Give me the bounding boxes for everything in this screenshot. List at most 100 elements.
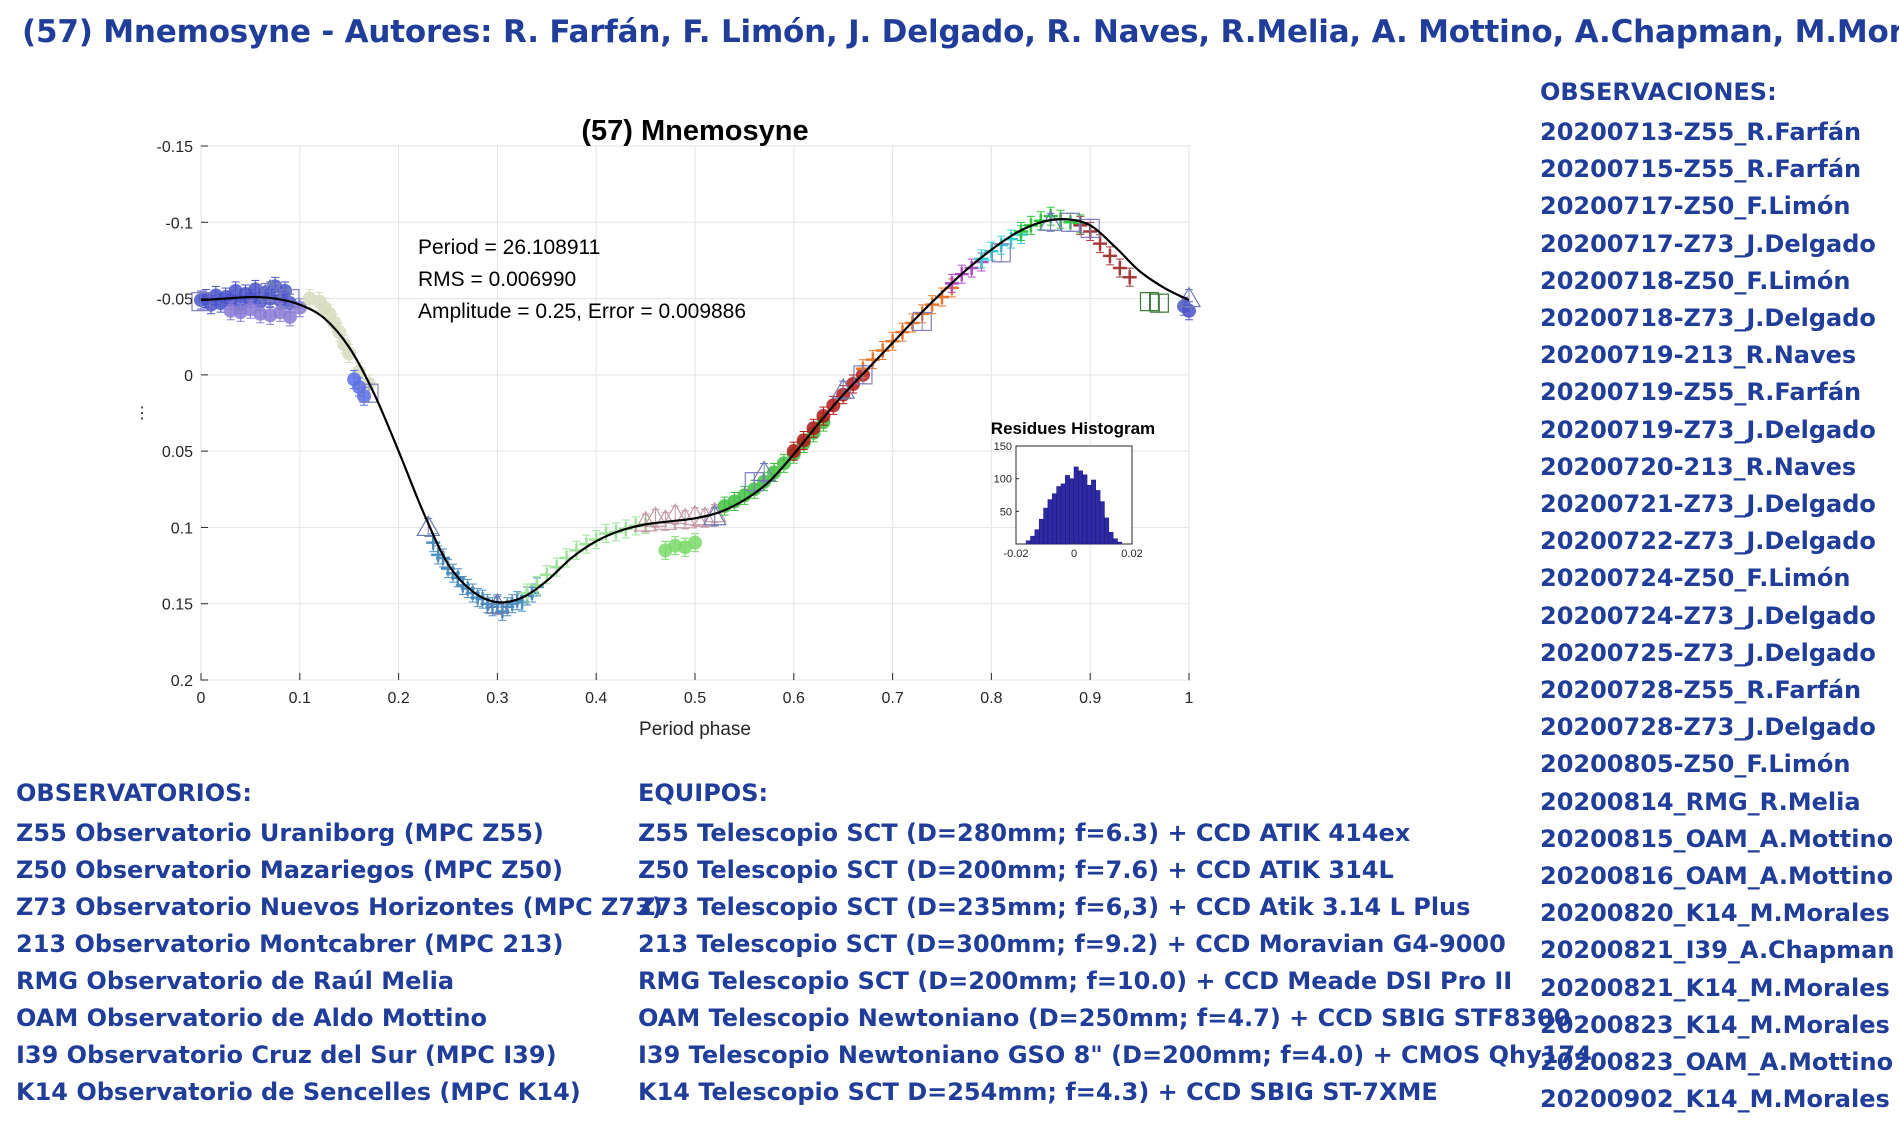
data-point bbox=[416, 515, 441, 537]
observacion-item: 20200814_RMG_R.Melia bbox=[1540, 787, 1861, 816]
histogram-bar bbox=[1025, 540, 1031, 545]
data-point bbox=[1093, 236, 1108, 251]
histogram-y-tick-label: 50 bbox=[1000, 506, 1012, 518]
histogram-bar bbox=[1030, 535, 1036, 545]
observacion-item: 20200713-Z55_R.Farfán bbox=[1540, 118, 1862, 146]
histogram-bar bbox=[1104, 517, 1110, 545]
histogram-bar bbox=[1091, 479, 1097, 545]
data-point bbox=[875, 343, 890, 358]
observatorio-item: K14 Observatorio de Sencelles (MPC K14) bbox=[16, 1078, 581, 1106]
page-title: (57) Mnemosyne - Autores: R. Farfán, F. … bbox=[22, 14, 1899, 50]
observacion-item: 20200717-Z73_J.Delgado bbox=[1540, 229, 1876, 258]
data-point bbox=[974, 251, 989, 266]
y-axis-label: ⋮ bbox=[134, 405, 150, 422]
data-point bbox=[752, 460, 777, 482]
observacion-item: 20200722-Z73_J.Delgado bbox=[1540, 527, 1876, 556]
histogram-y-tick-label: 100 bbox=[994, 474, 1012, 486]
grid-lines bbox=[200, 145, 1190, 681]
observacion-item: 20200821_I39_A.Chapman bbox=[1540, 936, 1895, 965]
fit-curve bbox=[200, 218, 1190, 604]
data-series bbox=[191, 206, 1202, 621]
histogram-bar bbox=[1108, 531, 1114, 545]
observacion-item: 20200717-Z50_F.Limón bbox=[1540, 192, 1851, 221]
histogram-bar bbox=[1095, 490, 1101, 545]
x-tick-label: 0 bbox=[197, 690, 206, 707]
equipo-item: RMG Telescopio SCT (D=200mm; f=10.0) + C… bbox=[638, 967, 1513, 995]
histogram-bar bbox=[1112, 538, 1118, 545]
histogram-bar bbox=[1047, 499, 1053, 545]
x-tick-label: 0.9 bbox=[1079, 690, 1101, 707]
equipo-item: Z50 Telescopio SCT (D=200mm; f=7.6) + CC… bbox=[638, 856, 1394, 884]
observacion-item: 20200805-Z50_F.Limón bbox=[1540, 750, 1851, 779]
y-tick-label: 0.1 bbox=[171, 520, 193, 537]
x-tick-label: 0.6 bbox=[783, 690, 805, 707]
x-tick-label: 0.2 bbox=[387, 690, 409, 707]
chart-title: (57) Mnemosyne bbox=[581, 115, 808, 147]
observacion-item: 20200902_K14_M.Morales bbox=[1540, 1085, 1890, 1114]
series-14 bbox=[1073, 215, 1137, 287]
data-point bbox=[776, 456, 791, 471]
y-tick-label: -0.1 bbox=[165, 215, 193, 232]
histogram-bars bbox=[1025, 466, 1123, 545]
data-point bbox=[925, 297, 940, 312]
observacion-item: 20200724-Z73_J.Delgado bbox=[1540, 601, 1876, 630]
observacion-item: 20200823_OAM_A.Mottino bbox=[1540, 1048, 1894, 1077]
data-point bbox=[688, 535, 702, 550]
equipo-item: Z73 Telescopio SCT (D=235mm; f=6,3) + CC… bbox=[638, 893, 1471, 921]
y-tick-label: 0.15 bbox=[162, 597, 193, 614]
histogram-bar bbox=[1056, 486, 1062, 545]
histogram-bar bbox=[1078, 470, 1083, 545]
observaciones-heading: OBSERVACIONES: bbox=[1540, 78, 1777, 106]
observacion-item: 20200725-Z73_J.Delgado bbox=[1540, 638, 1876, 667]
x-tick-label: 0.3 bbox=[486, 690, 508, 707]
y-axis-ticks: -0.15 -0.1 -0.05 0 0.05 0.1 0.15 0.2 bbox=[157, 139, 208, 690]
observatorio-item: RMG Observatorio de Raúl Melia bbox=[16, 967, 455, 995]
x-axis-ticks: 0 0.1 0.2 0.3 0.4 0.5 0.6 0.7 0.8 0.9 1 bbox=[197, 673, 1194, 707]
observacion-item: 20200715-Z55_R.Farfán bbox=[1540, 155, 1862, 184]
series-7 bbox=[658, 533, 702, 560]
x-tick-label: 0.7 bbox=[881, 690, 903, 707]
data-point bbox=[1080, 218, 1100, 238]
histogram-bar bbox=[1073, 466, 1079, 545]
observacion-item: 20200821_K14_M.Morales bbox=[1540, 973, 1890, 1002]
histogram-bar bbox=[1052, 493, 1057, 545]
data-point bbox=[1139, 292, 1160, 312]
data-point bbox=[1122, 270, 1137, 285]
histogram-bar bbox=[1065, 475, 1070, 545]
data-point bbox=[853, 365, 873, 385]
observatorio-item: Z50 Observatorio Mazariegos (MPC Z50) bbox=[16, 856, 563, 884]
equipo-item: Z55 Telescopio SCT (D=280mm; f=6.3) + CC… bbox=[638, 819, 1411, 847]
data-point bbox=[191, 292, 211, 312]
data-point bbox=[1102, 248, 1117, 263]
histogram-bar bbox=[1034, 529, 1040, 545]
histogram-bar bbox=[1043, 507, 1049, 545]
observacion-item: 20200718-Z50_F.Limón bbox=[1540, 266, 1851, 295]
observacion-item: 20200719-213_R.Naves bbox=[1540, 341, 1857, 370]
equipo-item: 213 Telescopio SCT (D=300mm; f=9.2) + CC… bbox=[638, 930, 1506, 958]
x-tick-label: 0.1 bbox=[289, 690, 311, 707]
residues-histogram: Residues Histogram -0.02 0 0.02 50 100 150 bbox=[991, 419, 1155, 560]
equipo-item: OAM Telescopio Newtoniano (D=250mm; f=4.… bbox=[638, 1004, 1571, 1032]
histogram-x-tick-label: 0.02 bbox=[1121, 548, 1142, 560]
observatorio-item: 213 Observatorio Montcabrer (MPC 213) bbox=[16, 930, 564, 958]
histogram-x-tick-label: -0.02 bbox=[1003, 548, 1028, 560]
period-info: Period = 26.108911 RMS = 0.006990 Amplit… bbox=[418, 236, 746, 323]
y-tick-label: 0.05 bbox=[162, 444, 193, 461]
series-15 bbox=[1139, 292, 1169, 313]
series-1 bbox=[223, 298, 307, 327]
equipos-list: Z55 Telescopio SCT (D=280mm; f=6.3) + CC… bbox=[638, 815, 1592, 1111]
observacion-item: 20200719-Z55_R.Farfán bbox=[1540, 378, 1862, 407]
data-point bbox=[767, 465, 782, 480]
data-point bbox=[539, 567, 554, 582]
y-tick-label: 0.2 bbox=[171, 673, 193, 690]
histogram-bar bbox=[1099, 501, 1105, 545]
data-point bbox=[485, 593, 510, 614]
histogram-bar bbox=[1069, 478, 1075, 545]
amplitude-text: Amplitude = 0.25, Error = 0.009886 bbox=[418, 300, 746, 323]
y-tick-label: -0.15 bbox=[157, 139, 194, 156]
observacion-item: 20200816_OAM_A.Mottino bbox=[1540, 862, 1894, 891]
x-tick-label: 1 bbox=[1185, 690, 1194, 707]
series-2 bbox=[302, 289, 376, 394]
histogram-ticks: -0.02 0 0.02 50 100 150 bbox=[994, 441, 1143, 560]
main-plot: 0 0.1 0.2 0.3 0.4 0.5 0.6 0.7 0.8 0.9 1 -0.15-0.1-… bbox=[134, 115, 1202, 740]
